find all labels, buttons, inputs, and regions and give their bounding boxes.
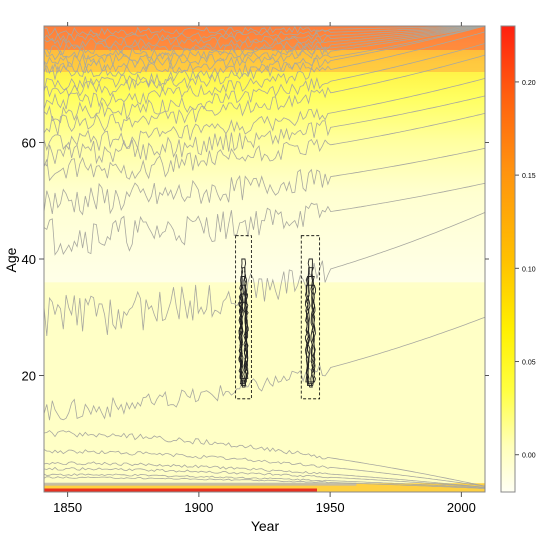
contour-line — [44, 212, 485, 337]
contour-line — [44, 31, 485, 110]
contour-line — [44, 26, 485, 43]
contour-line — [44, 26, 485, 37]
colorbar-tick-label: 0.15 — [522, 173, 536, 180]
contour-line — [44, 26, 485, 74]
contour-line — [44, 449, 485, 487]
x-tick-label: 1950 — [316, 500, 345, 515]
contour-line — [44, 430, 485, 487]
contour-line — [44, 54, 485, 135]
heatmap-lower-region — [44, 288, 485, 492]
y-tick-label: 40 — [22, 252, 36, 267]
war-contour — [238, 293, 249, 381]
x-axis-label: Year — [251, 518, 280, 534]
contour-line — [44, 78, 485, 152]
war-contour — [304, 284, 317, 383]
x-tick-label: 1900 — [184, 500, 213, 515]
colorbar-tick-label: 0.05 — [522, 360, 536, 367]
y-tick-label: 20 — [22, 369, 36, 384]
contour-line — [44, 26, 485, 98]
contour-line — [44, 476, 485, 489]
highlight-boxes — [235, 235, 321, 400]
contour-lines — [44, 26, 485, 489]
contour-line — [44, 26, 485, 56]
colorbar-tick-label: 0.20 — [522, 80, 536, 87]
y-axis: 20 40 60 — [22, 136, 489, 384]
colorbar-gradient — [500, 25, 516, 493]
contour-line — [44, 147, 485, 216]
colorbar-tick-label: 0.00 — [522, 453, 536, 460]
contour-line — [44, 316, 485, 421]
contour-line — [44, 95, 485, 167]
contour-line — [44, 26, 485, 80]
y-axis-label: Age — [3, 247, 19, 272]
contour-line — [44, 113, 485, 182]
x-tick-label: 2000 — [447, 500, 476, 515]
plot-area — [44, 26, 485, 492]
heatmap-infant-band-grey — [44, 482, 357, 486]
contour-line — [44, 26, 485, 49]
x-axis: 1850 1900 1950 2000 — [53, 22, 476, 515]
heatmap-old-age-band-2 — [44, 50, 485, 72]
contour-line — [44, 26, 485, 92]
contour-line — [44, 43, 485, 124]
colorbar: 0.00 0.05 0.10 0.15 0.20 — [500, 25, 536, 493]
colorbar-ticks: 0.00 0.05 0.10 0.15 0.20 — [515, 80, 536, 460]
contour-line — [44, 473, 485, 489]
x-tick-label: 1850 — [53, 500, 82, 515]
contour-line — [44, 466, 485, 488]
highlight-box — [300, 235, 321, 400]
war-contour — [238, 302, 249, 379]
heatmap-infant-band-red — [44, 488, 317, 492]
y-tick-label: 60 — [22, 136, 36, 151]
colorbar-tick-label: 0.10 — [522, 266, 536, 273]
heatmap-infant-band — [44, 483, 485, 492]
contour-line — [44, 26, 485, 61]
contour-line — [44, 26, 485, 68]
contour-line — [44, 182, 485, 256]
contour-line — [44, 461, 485, 488]
war-contour — [307, 258, 314, 388]
highlight-box — [235, 235, 252, 400]
